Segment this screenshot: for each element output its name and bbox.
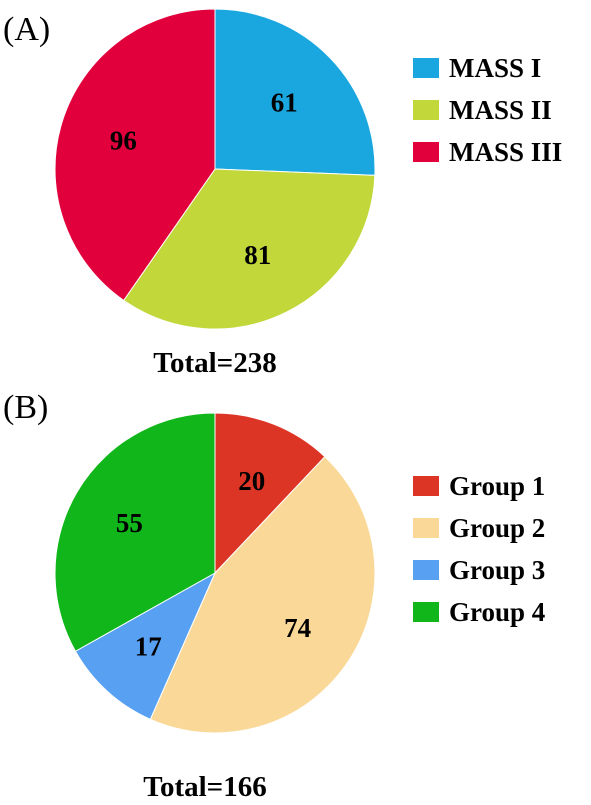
pie-slice-group-4	[54, 412, 216, 652]
legend-swatch-group-3	[413, 560, 439, 580]
pie-slice-mass-ii	[123, 168, 376, 330]
legend-label-group-3: Group 3	[449, 555, 545, 585]
legend-label-group-4: Group 4	[449, 597, 545, 627]
legend-label-group-1: Group 1	[449, 471, 545, 501]
legend-label-mass-iii: MASS III	[449, 137, 562, 167]
legend-b: Group 1 Group 2 Group 3 Group 4	[413, 471, 545, 627]
legend-swatch-group-2	[413, 518, 439, 538]
pie-slice-group-1	[214, 412, 326, 575]
chart-a: (A) 61 81 96 MASS I MASS II MASS III Total=2…	[3, 8, 562, 379]
pie-a: 61 81 96	[54, 8, 376, 330]
total-label-b: Total=166	[143, 771, 266, 803]
total-label-a: Total=238	[153, 347, 276, 379]
legend-swatch-mass-ii	[413, 100, 439, 120]
panel-label-a: (A)	[3, 11, 50, 48]
pie-slice-group-3	[74, 571, 217, 720]
legend-label-group-2: Group 2	[449, 513, 545, 543]
slice-value-label-group-3: 17	[135, 631, 162, 661]
slice-value-label-mass-iii: 96	[110, 125, 137, 155]
slice-value-label-mass-i: 61	[271, 88, 298, 118]
legend-swatch-mass-iii	[413, 142, 439, 162]
slice-value-label-group-1: 20	[238, 466, 265, 496]
slice-value-label-mass-ii: 81	[244, 240, 271, 270]
pie-b: 20 74 17 55	[54, 412, 376, 734]
panel-label-b: (B)	[3, 389, 48, 426]
legend-a: MASS I MASS II MASS III	[413, 53, 562, 167]
legend-label-mass-ii: MASS II	[449, 95, 552, 125]
pie-slice-mass-iii	[54, 8, 216, 302]
legend-label-mass-i: MASS I	[449, 53, 541, 83]
slice-value-label-group-4: 55	[116, 508, 143, 538]
slice-value-label-group-2: 74	[284, 613, 311, 643]
legend-swatch-group-1	[413, 476, 439, 496]
legend-swatch-group-4	[413, 602, 439, 622]
legend-swatch-mass-i	[413, 58, 439, 78]
pie-slice-group-2	[149, 455, 376, 734]
pie-slice-mass-i	[214, 8, 376, 176]
